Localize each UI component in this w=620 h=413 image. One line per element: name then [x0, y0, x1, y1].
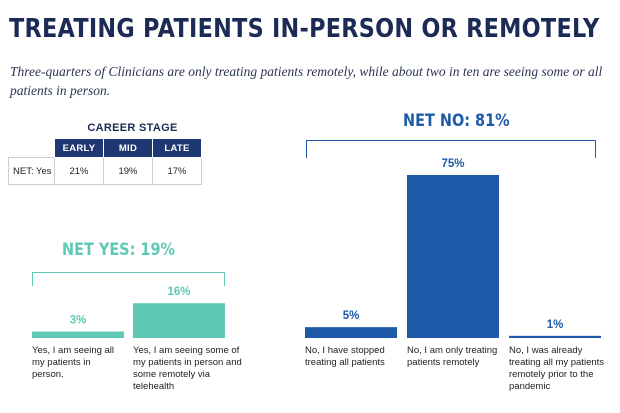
career-stage-value-mid: 19%	[103, 157, 153, 185]
career-stage-col-mid: MID	[103, 138, 153, 158]
category-label-3: No, I am only treating patients remotely	[407, 345, 498, 368]
page-subtitle: Three-quarters of Clinicians are only tr…	[10, 64, 603, 98]
bar-value-label-1: 16%	[167, 286, 190, 298]
net-no-bracket	[306, 140, 596, 158]
career-stage-row-label: NET: Yes	[8, 157, 55, 185]
category-label-2: No, I have stopped treating all patients	[305, 345, 385, 368]
net-yes-bracket	[32, 272, 225, 286]
career-stage-table: EARLY MID LATE NET: Yes 21% 19% 17%	[8, 138, 202, 185]
category-label-0: Yes, I am seeing all my patients in pers…	[32, 345, 115, 380]
net-yes-label: NET YES: 19%	[62, 240, 175, 260]
career-stage-corner	[8, 138, 55, 158]
bar-1	[133, 303, 225, 338]
career-stage-value-late: 17%	[152, 157, 202, 185]
bar-3	[407, 175, 499, 338]
bar-0	[32, 331, 124, 338]
career-stage-col-early: EARLY	[54, 138, 104, 158]
career-stage-header-row: EARLY MID LATE	[8, 138, 202, 158]
career-stage-value-early: 21%	[54, 157, 104, 185]
bar-value-label-0: 3%	[70, 314, 87, 326]
career-stage-col-late: LATE	[152, 138, 202, 158]
career-stage-label: CAREER STAGE	[87, 122, 178, 134]
bar-value-label-3: 75%	[441, 158, 464, 170]
net-no-label: NET NO: 81%	[403, 111, 510, 131]
bar-2	[305, 327, 397, 338]
career-stage-data-row: NET: Yes 21% 19% 17%	[8, 157, 202, 185]
category-label-4: No, I was already treating all my patien…	[509, 345, 605, 392]
page-title: TREATING PATIENTS IN-PERSON OR REMOTELY	[9, 14, 600, 44]
category-label-1: Yes, I am seeing some of my patients in …	[133, 345, 242, 392]
bar-4	[509, 335, 601, 338]
bar-value-label-4: 1%	[547, 319, 564, 331]
bar-value-label-2: 5%	[343, 310, 360, 322]
